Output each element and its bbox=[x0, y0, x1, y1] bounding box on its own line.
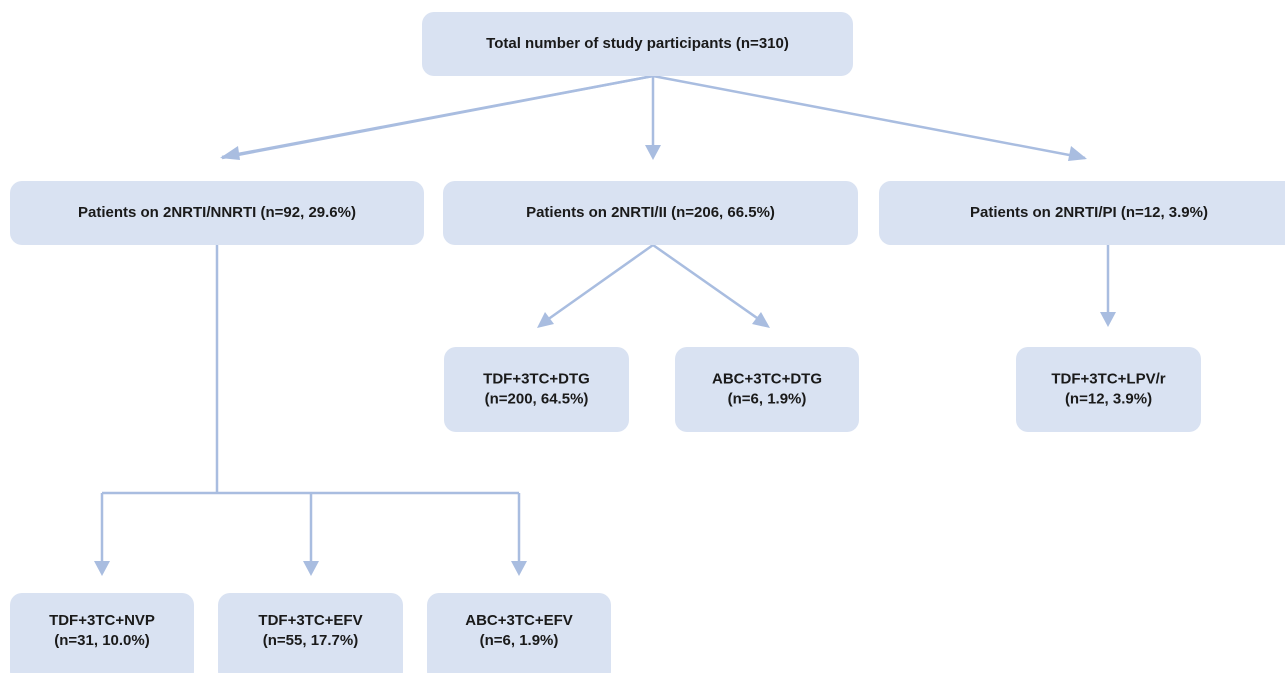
arrowhead bbox=[220, 146, 240, 160]
nodes: Total number of study participants (n=31… bbox=[10, 12, 1285, 673]
node-label: TDF+3TC+NVP bbox=[49, 612, 155, 629]
node-box bbox=[879, 181, 1285, 245]
node-box bbox=[444, 347, 629, 432]
node-label: (n=12, 3.9%) bbox=[1065, 390, 1152, 407]
node-box bbox=[10, 181, 424, 245]
node-label: Patients on 2NRTI/NNRTI (n=92, 29.6%) bbox=[78, 204, 356, 221]
node: TDF+3TC+DTG (n=200, 64.5%) bbox=[444, 347, 629, 432]
node-label: Patients on 2NRTI/PI (n=12, 3.9%) bbox=[970, 204, 1208, 221]
node-box bbox=[675, 347, 859, 432]
node-label: TDF+3TC+EFV bbox=[258, 612, 362, 629]
node: Patients on 2NRTI/NNRTI (n=92, 29.6%) bbox=[10, 181, 424, 245]
arrowhead bbox=[537, 312, 554, 328]
node-label: (n=6, 1.9%) bbox=[728, 390, 807, 407]
arrowhead bbox=[1100, 312, 1116, 327]
node-label: ABC+3TC+DTG bbox=[712, 370, 822, 387]
node-label: (n=6, 1.9%) bbox=[480, 632, 559, 649]
node-label: TDF+3TC+LPV/r bbox=[1051, 370, 1165, 387]
node-label: TDF+3TC+DTG bbox=[483, 370, 590, 387]
arrowhead bbox=[303, 561, 319, 576]
node-box bbox=[10, 593, 194, 673]
node: TDF+3TC+NVP (n=31, 10.0%) bbox=[10, 593, 194, 673]
node: ABC+3TC+DTG (n=6, 1.9%) bbox=[675, 347, 859, 432]
connectors bbox=[94, 74, 1116, 576]
node: TDF+3TC+LPV/r (n=12, 3.9%) bbox=[1016, 347, 1201, 432]
arrowhead bbox=[1068, 146, 1087, 161]
node-label: (n=200, 64.5%) bbox=[485, 390, 589, 407]
node: TDF+3TC+EFV (n=55, 17.7%) bbox=[218, 593, 403, 673]
arrowhead bbox=[94, 561, 110, 576]
node: Patients on 2NRTI/PI (n=12, 3.9%) bbox=[879, 181, 1285, 245]
node: Patients on 2NRTI/II (n=206, 66.5%) bbox=[443, 181, 858, 245]
arrow bbox=[221, 74, 654, 160]
node-label: Patients on 2NRTI/II (n=206, 66.5%) bbox=[526, 204, 775, 221]
node-label: (n=55, 17.7%) bbox=[263, 632, 358, 649]
arrow bbox=[539, 243, 768, 327]
node-label: (n=31, 10.0%) bbox=[54, 632, 149, 649]
node-label: ABC+3TC+EFV bbox=[465, 612, 573, 629]
arrow bbox=[652, 74, 1086, 160]
node-box bbox=[427, 593, 611, 673]
node-box bbox=[1016, 347, 1201, 432]
node-box bbox=[422, 12, 853, 76]
node-box bbox=[218, 593, 403, 673]
arrowhead bbox=[752, 312, 770, 328]
node-box bbox=[443, 181, 858, 245]
node: ABC+3TC+EFV (n=6, 1.9%) bbox=[427, 593, 611, 673]
arrow bbox=[100, 245, 521, 565]
arrowhead bbox=[645, 145, 661, 160]
node-label: Total number of study participants (n=31… bbox=[486, 35, 789, 52]
node: Total number of study participants (n=31… bbox=[422, 12, 853, 76]
arrowhead bbox=[511, 561, 527, 576]
